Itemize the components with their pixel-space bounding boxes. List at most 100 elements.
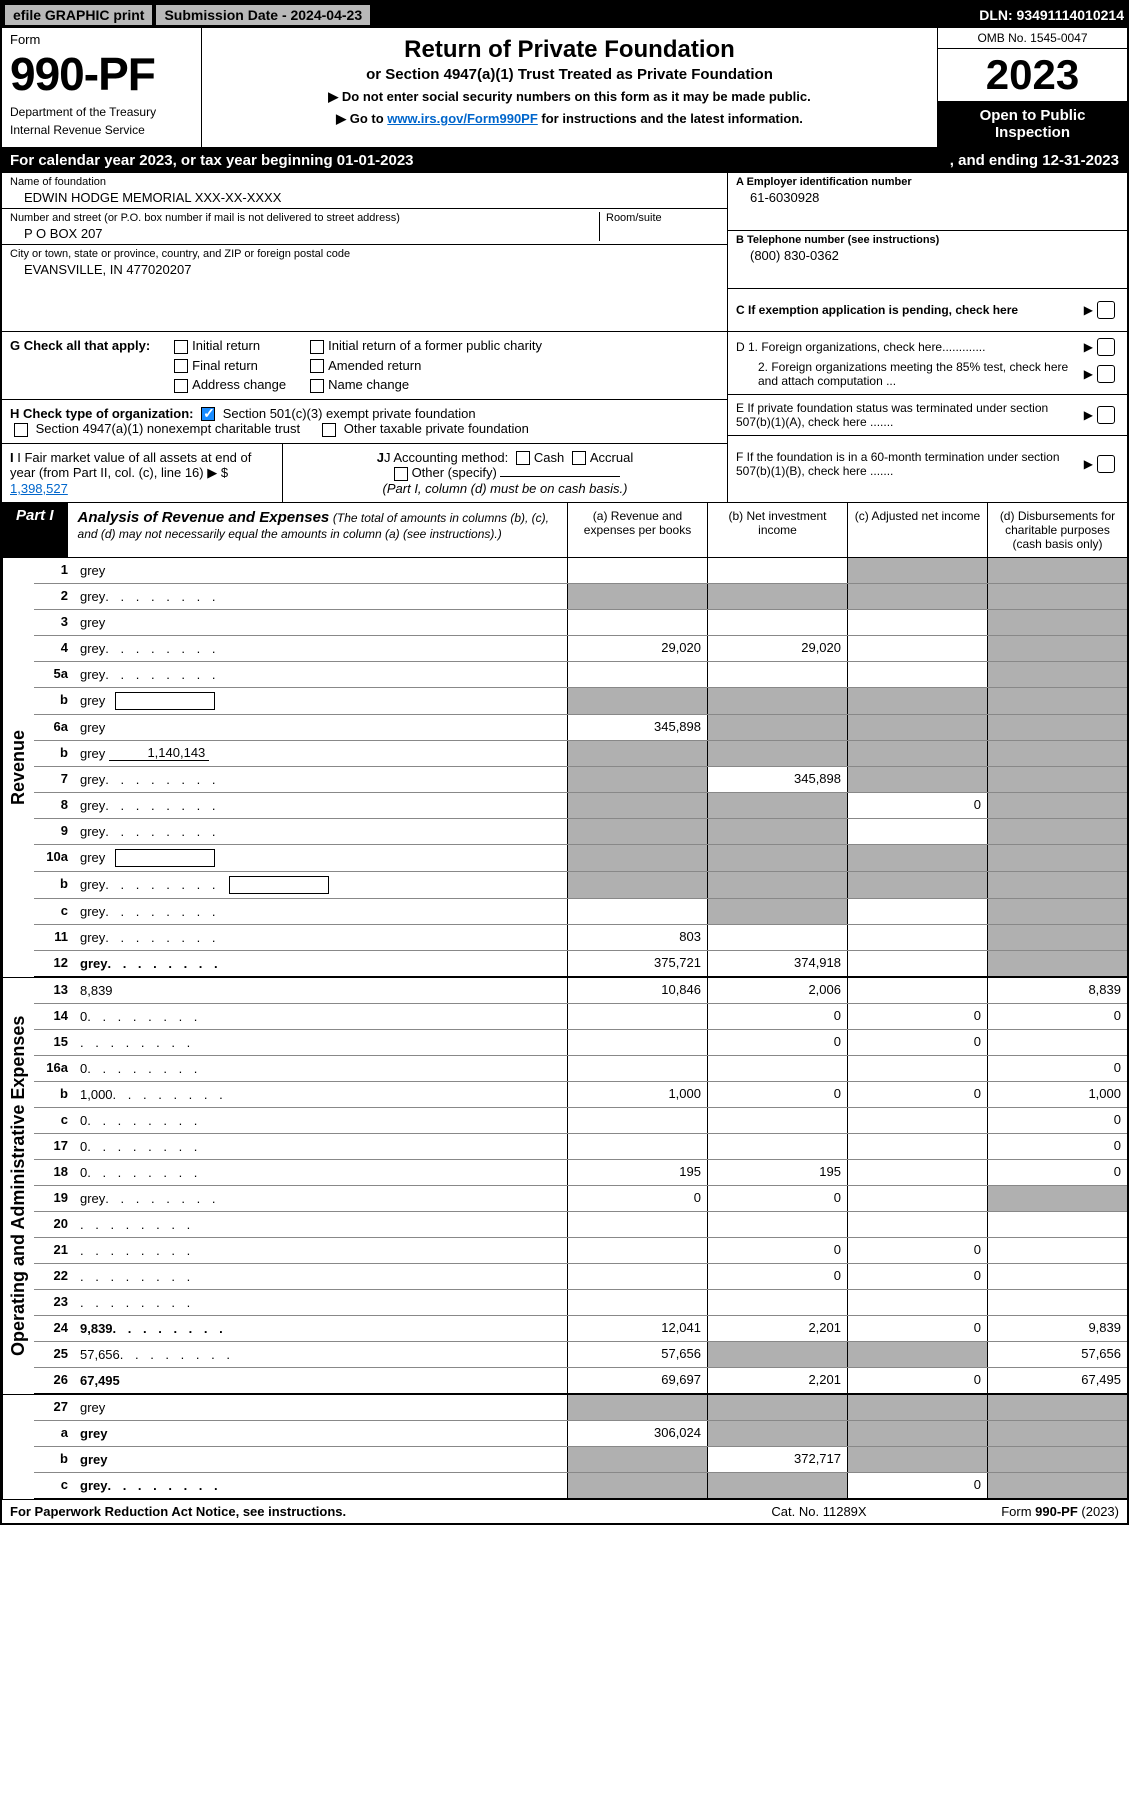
line-description: . . . . . . . . xyxy=(76,1238,567,1263)
col-d-cell: 0 xyxy=(987,1108,1127,1133)
footer-formno: Form 990-PF (2023) xyxy=(919,1504,1119,1519)
h-4947-checkbox[interactable] xyxy=(14,423,28,437)
line-description: grey . . . . . . . . xyxy=(76,1186,567,1211)
col-a-cell: 306,024 xyxy=(567,1421,707,1446)
d1-checkbox[interactable] xyxy=(1097,338,1115,356)
table-row: 9grey . . . . . . . . xyxy=(34,819,1127,845)
col-a-cell xyxy=(567,1290,707,1315)
col-d-cell xyxy=(987,1186,1127,1211)
col-b-cell xyxy=(707,688,847,714)
line-number: b xyxy=(34,872,76,898)
col-b-cell: 0 xyxy=(707,1238,847,1263)
line-number: 5a xyxy=(34,662,76,687)
line-number: 23 xyxy=(34,1290,76,1315)
col-a-cell xyxy=(567,793,707,818)
arrow-icon: ▶ xyxy=(1084,457,1093,471)
table-row: 15 . . . . . . . .00 xyxy=(34,1030,1127,1056)
table-row: 10agrey xyxy=(34,845,1127,872)
col-d-cell xyxy=(987,636,1127,661)
j-cash-checkbox[interactable] xyxy=(516,451,530,465)
col-b-cell xyxy=(707,925,847,950)
col-d-cell: 0 xyxy=(987,1004,1127,1029)
line-description: grey . . . . . . . . xyxy=(76,636,567,661)
col-c-cell xyxy=(847,978,987,1003)
line-description: grey . . . . . . . . xyxy=(76,925,567,950)
table-row: bgrey372,717 xyxy=(34,1447,1127,1473)
line-description: 57,656 . . . . . . . . xyxy=(76,1342,567,1367)
room-label: Room/suite xyxy=(606,212,719,224)
line-description: grey xyxy=(76,1447,567,1472)
line-description: 0 . . . . . . . . xyxy=(76,1134,567,1159)
g-address-checkbox[interactable] xyxy=(174,379,188,393)
col-b-cell xyxy=(707,558,847,583)
table-row: bgrey xyxy=(34,688,1127,715)
col-d-cell xyxy=(987,1238,1127,1263)
h-other-checkbox[interactable] xyxy=(322,423,336,437)
form-note-1: ▶ Do not enter social security numbers o… xyxy=(212,89,927,105)
table-row: 5agrey . . . . . . . . xyxy=(34,662,1127,688)
c-checkbox[interactable] xyxy=(1097,301,1115,319)
dept-irs: Internal Revenue Service xyxy=(10,123,193,137)
col-d-cell xyxy=(987,925,1127,950)
arrow-icon: ▶ xyxy=(1084,367,1093,381)
g-initial-former-checkbox[interactable] xyxy=(310,340,324,354)
line-number: 21 xyxy=(34,1238,76,1263)
g-amended-checkbox[interactable] xyxy=(310,359,324,373)
h-501c3-checkbox[interactable] xyxy=(201,407,215,421)
col-d-cell xyxy=(987,819,1127,844)
table-row: 2grey . . . . . . . . xyxy=(34,584,1127,610)
line-description: grey . . . . . . . . xyxy=(76,951,567,976)
cal-end: , and ending 12-31-2023 xyxy=(950,152,1119,169)
form-subtitle: or Section 4947(a)(1) Trust Treated as P… xyxy=(212,66,927,83)
j-other-checkbox[interactable] xyxy=(394,467,408,481)
c-cell: C If exemption application is pending, c… xyxy=(728,289,1127,331)
e-checkbox[interactable] xyxy=(1097,406,1115,424)
col-d-cell xyxy=(987,610,1127,635)
g-final-checkbox[interactable] xyxy=(174,359,188,373)
form-link[interactable]: www.irs.gov/Form990PF xyxy=(387,111,538,126)
col-c-cell xyxy=(847,1134,987,1159)
line-description: . . . . . . . . xyxy=(76,1290,567,1315)
col-c-cell xyxy=(847,636,987,661)
col-d-cell: 0 xyxy=(987,1134,1127,1159)
table-row: cgrey . . . . . . . .0 xyxy=(34,1473,1127,1499)
col-d-cell: 1,000 xyxy=(987,1082,1127,1107)
form-word: Form xyxy=(10,32,193,47)
col-d-cell xyxy=(987,845,1127,871)
table-row: agrey306,024 xyxy=(34,1421,1127,1447)
line-description: . . . . . . . . xyxy=(76,1030,567,1055)
col-b-cell: 2,006 xyxy=(707,978,847,1003)
col-c-cell: 0 xyxy=(847,1030,987,1055)
line-number: b xyxy=(34,688,76,714)
line-number: 8 xyxy=(34,793,76,818)
revenue-side-label: Revenue xyxy=(2,558,34,977)
col-a-cell: 29,020 xyxy=(567,636,707,661)
col-c-header: (c) Adjusted net income xyxy=(847,503,987,557)
col-b-cell: 0 xyxy=(707,1186,847,1211)
table-row: 180 . . . . . . . .1951950 xyxy=(34,1160,1127,1186)
g-name-checkbox[interactable] xyxy=(310,379,324,393)
table-row: bgrey . . . . . . . . xyxy=(34,872,1127,899)
line-description: grey xyxy=(76,1421,567,1446)
table-row: 21 . . . . . . . .00 xyxy=(34,1238,1127,1264)
col-a-cell xyxy=(567,899,707,924)
foundation-name: EDWIN HODGE MEMORIAL XXX-XX-XXXX xyxy=(10,188,719,205)
col-c-cell xyxy=(847,1108,987,1133)
net-table: 27greyagrey306,024bgrey372,717cgrey . . … xyxy=(2,1394,1127,1499)
line-description: grey . . . . . . . . xyxy=(76,584,567,609)
f-checkbox[interactable] xyxy=(1097,455,1115,473)
city-cell: City or town, state or province, country… xyxy=(2,245,727,280)
col-b-cell xyxy=(707,1212,847,1237)
col-b-cell xyxy=(707,1473,847,1498)
d2-checkbox[interactable] xyxy=(1097,365,1115,383)
line-number: 2 xyxy=(34,584,76,609)
col-a-cell: 1,000 xyxy=(567,1082,707,1107)
col-b-cell: 372,717 xyxy=(707,1447,847,1472)
col-a-cell xyxy=(567,819,707,844)
col-a-cell: 345,898 xyxy=(567,715,707,740)
j-accrual-checkbox[interactable] xyxy=(572,451,586,465)
col-c-cell xyxy=(847,1290,987,1315)
line-number: 12 xyxy=(34,951,76,976)
g-initial-checkbox[interactable] xyxy=(174,340,188,354)
col-b-cell xyxy=(707,872,847,898)
